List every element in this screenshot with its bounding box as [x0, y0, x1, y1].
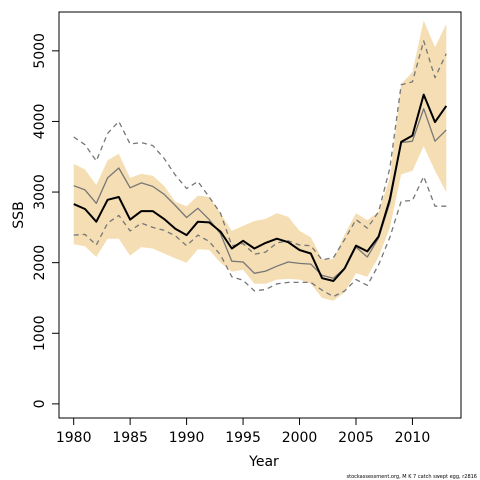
y-tick-label: 1000: [32, 315, 48, 351]
x-tick-label: 2010: [395, 430, 431, 446]
y-tick-label: 2000: [32, 245, 48, 281]
alt-lower-line: [73, 175, 447, 298]
estimate-line: [73, 93, 448, 282]
y-axis-label: SSB: [11, 201, 27, 228]
x-tick-label: 1980: [56, 430, 92, 446]
y-tick-label: 0: [32, 399, 48, 408]
x-tick-label: 2005: [338, 430, 374, 446]
x-tick-label: 1995: [225, 430, 261, 446]
y-tick-label: 5000: [32, 33, 48, 69]
x-tick-label: 1985: [112, 430, 148, 446]
x-tick-label: 2000: [282, 430, 318, 446]
x-tick-label: 1990: [169, 430, 205, 446]
x-axis-label: Year: [248, 454, 279, 470]
plot-content: [73, 20, 448, 301]
y-tick-label: 3000: [32, 174, 48, 210]
x-axis: 1980 1985 1990 1995 2000 2005 2010: [56, 417, 431, 446]
confidence-band: [73, 20, 447, 301]
y-tick-label: 4000: [32, 104, 48, 140]
alt-upper-line: [73, 40, 447, 261]
y-axis: 0 1000 2000 3000 4000 5000: [32, 33, 60, 408]
footnote: stockassessment.org, M K 7 catch swept e…: [347, 474, 478, 480]
